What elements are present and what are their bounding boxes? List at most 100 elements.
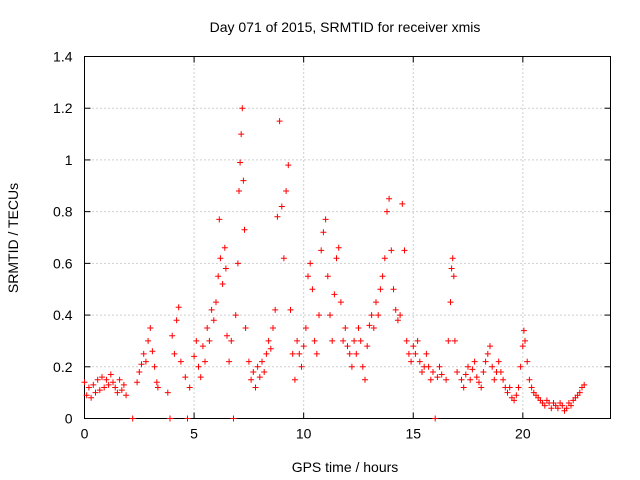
data-point	[473, 374, 480, 381]
y-axis-tick-labels: 0 0.2 0.4 0.6 0.8 1 1.2 1.4	[53, 49, 73, 427]
data-point	[309, 286, 316, 293]
data-point	[107, 371, 114, 378]
data-point	[217, 255, 224, 262]
data-point	[239, 105, 246, 112]
x-axis-label: GPS time / hours	[292, 459, 399, 475]
data-point	[254, 363, 261, 370]
data-point	[504, 389, 511, 396]
data-point	[416, 358, 423, 365]
data-point	[495, 358, 502, 365]
data-point	[221, 244, 228, 251]
data-point	[351, 337, 358, 344]
data-point	[173, 317, 180, 324]
data-point	[250, 369, 257, 375]
data-point	[318, 247, 325, 254]
data-point	[436, 363, 443, 370]
data-point	[184, 415, 191, 422]
data-point	[241, 226, 248, 233]
data-point	[476, 379, 482, 386]
data-point	[110, 379, 116, 386]
data-point	[134, 379, 141, 386]
data-point	[285, 162, 292, 169]
data-point	[313, 350, 320, 357]
data-point	[259, 358, 265, 365]
data-point	[438, 371, 445, 378]
data-point	[548, 405, 555, 412]
data-point	[467, 376, 474, 383]
y-tick-label: 1	[65, 152, 73, 168]
data-point	[379, 273, 386, 280]
data-point	[90, 381, 97, 388]
data-point	[138, 361, 145, 368]
data-point	[83, 392, 90, 399]
data-point	[419, 369, 425, 375]
y-tick-label: 0	[65, 411, 73, 427]
data-point	[280, 255, 287, 262]
data-point	[263, 350, 270, 357]
data-point	[449, 255, 456, 262]
data-point	[513, 392, 520, 399]
chart-title: Day 071 of 2015, SRMTID for receiver xmi…	[210, 19, 481, 35]
data-point	[116, 376, 123, 383]
data-point	[322, 216, 329, 223]
data-point	[294, 337, 301, 344]
data-point	[482, 358, 489, 365]
data-point	[450, 273, 457, 280]
data-point	[563, 405, 570, 412]
data-point	[373, 299, 379, 306]
data-point	[522, 337, 528, 344]
data-point	[142, 358, 149, 365]
data-point	[448, 265, 455, 272]
data-point	[177, 358, 184, 365]
data-point	[384, 208, 390, 215]
data-point	[291, 376, 298, 383]
data-point	[101, 384, 108, 391]
data-point	[272, 306, 279, 313]
data-point	[256, 374, 263, 381]
grid	[84, 56, 611, 419]
data-point	[237, 159, 244, 166]
data-point	[362, 376, 368, 383]
data-point	[327, 312, 333, 319]
data-point	[276, 118, 283, 125]
data-point	[228, 337, 235, 344]
data-points	[81, 105, 588, 422]
data-point	[366, 322, 373, 329]
data-point	[443, 376, 450, 383]
data-point	[506, 384, 513, 391]
data-point	[88, 394, 95, 401]
data-point	[581, 381, 588, 388]
data-point	[340, 337, 347, 344]
data-point	[410, 343, 417, 350]
data-point	[489, 363, 496, 370]
data-point	[348, 363, 355, 370]
data-point	[554, 405, 561, 412]
data-point	[316, 312, 322, 319]
data-point	[283, 188, 290, 194]
x-tick-label: 20	[515, 426, 531, 442]
data-point	[92, 389, 99, 396]
data-point	[94, 376, 101, 383]
data-point	[541, 402, 548, 409]
data-point	[480, 369, 487, 375]
data-point	[182, 374, 189, 381]
data-point	[528, 384, 535, 391]
data-point	[219, 281, 226, 287]
data-point	[520, 327, 527, 334]
data-point	[427, 376, 434, 383]
data-point	[147, 325, 154, 331]
data-point	[242, 325, 249, 331]
data-point	[320, 229, 327, 236]
data-point	[390, 286, 397, 293]
plot-frame	[84, 56, 611, 419]
data-point	[175, 304, 182, 311]
data-point	[559, 402, 566, 409]
data-point	[487, 343, 493, 350]
data-point	[403, 337, 410, 344]
data-point	[105, 381, 112, 388]
data-point	[302, 325, 309, 331]
data-point	[199, 343, 206, 350]
data-point	[195, 363, 202, 370]
data-point	[103, 376, 110, 383]
